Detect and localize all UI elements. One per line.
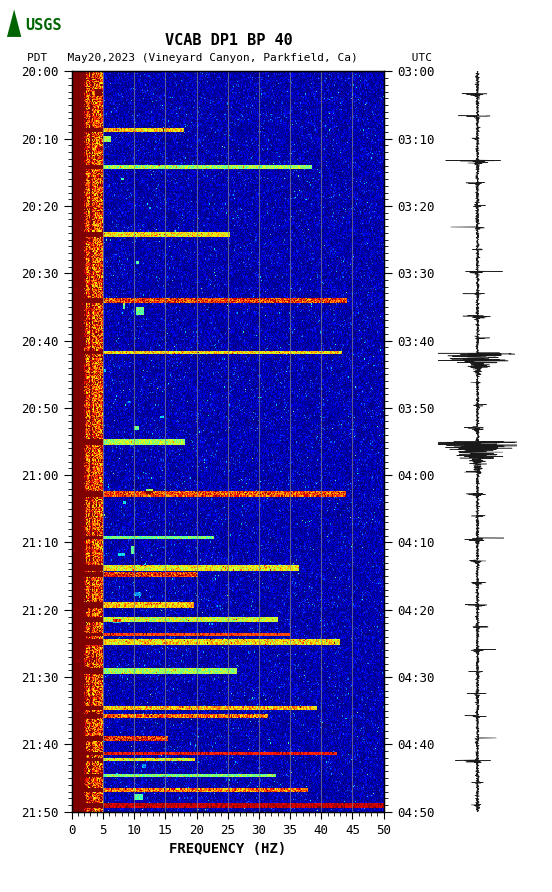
X-axis label: FREQUENCY (HZ): FREQUENCY (HZ): [169, 842, 286, 856]
Text: PDT   May20,2023 (Vineyard Canyon, Parkfield, Ca)        UTC: PDT May20,2023 (Vineyard Canyon, Parkfie…: [26, 53, 432, 63]
Polygon shape: [7, 10, 22, 37]
Text: VCAB DP1 BP 40: VCAB DP1 BP 40: [165, 33, 293, 47]
Text: USGS: USGS: [25, 18, 62, 33]
